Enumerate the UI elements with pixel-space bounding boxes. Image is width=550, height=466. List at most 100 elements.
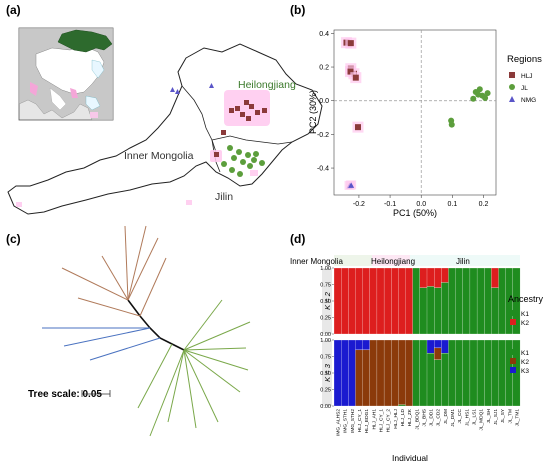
k3-bar-k1 — [498, 339, 506, 407]
individual-label: HLJ_HLJ — [393, 408, 399, 428]
k3-y-ticks: 1.00 0.75 0.50 0.25 0.00 — [320, 338, 334, 410]
k2-bar-k2 — [333, 267, 342, 335]
pca-legend-title: Regions — [507, 54, 542, 65]
admixture-y-tick-label: 0.00 — [320, 332, 331, 338]
k2-bar-k1 — [498, 267, 506, 335]
tree-clade-hlj — [61, 225, 167, 317]
k3-bar-k2 — [376, 339, 385, 407]
individual-label: HLJ_CY_1 — [357, 409, 363, 433]
pca-point-jl — [484, 90, 491, 97]
northeast-china-outline — [7, 43, 323, 215]
admixture-y-tick-label: 0.50 — [320, 299, 331, 305]
group-label-inner-mongolia: Inner Mongolia — [290, 257, 343, 266]
sampling-highlights — [16, 90, 270, 207]
pca-points — [340, 37, 491, 190]
individual-label: HLJ_AH1 — [371, 409, 377, 430]
tree-clade-nmg — [42, 327, 161, 361]
pca-y-tick-label: 0.0 — [319, 98, 329, 105]
individual-label: JL_BHS — [421, 409, 427, 427]
k3-bar-k3 — [362, 339, 370, 351]
k3-bar-k3 — [426, 339, 435, 354]
group-bar-heilongjiang — [372, 255, 410, 266]
k2-bar-k2 — [362, 267, 370, 335]
tree-scale-bar — [81, 390, 111, 397]
admixture-y-tick-label: 0.75 — [320, 283, 331, 289]
individual-label: HLJ_LD — [400, 408, 406, 426]
nmg-sample-markers — [170, 83, 214, 94]
pca-axis-ticks: -0.2 -0.1 0.0 0.1 0.2 0.4 0.2 0.0 -0.2 -0.4 — [317, 31, 489, 208]
k3-bar-k2 — [369, 339, 378, 407]
group-bar-inner-mongolia — [334, 255, 372, 266]
k3-legend-label-k1: K1 — [521, 350, 529, 357]
pca-y-tick-label: -0.2 — [317, 132, 329, 139]
legend-marker-hlj — [509, 72, 515, 78]
k3-bar-k1 — [398, 404, 406, 407]
k2-bar-k1 — [484, 267, 492, 335]
panel-d-admixture: (d) Inner Mongolia Heilongjiang Jilin K … — [290, 232, 544, 463]
admixture-y-tick-label: 1.00 — [320, 338, 331, 344]
k2-bar-k2 — [391, 267, 399, 335]
k2-bar-k1 — [491, 287, 499, 335]
individual-label: JL_CC — [457, 408, 463, 423]
label-heilongjiang: Heilongjiang — [238, 79, 296, 91]
label-inner-mongolia: Inner Mongolia — [124, 150, 194, 162]
k2-y-ticks: 1.00 0.75 0.50 0.25 0.00 — [320, 266, 334, 338]
individual-label: JL_HS1 — [464, 409, 470, 426]
tree-clade-jl — [137, 299, 251, 437]
k3-legend-swatch-k2 — [510, 358, 516, 364]
jl-sample-markers — [221, 145, 265, 177]
k2-bar-k1 — [469, 267, 478, 335]
individual-label: JL_DM — [443, 409, 449, 424]
k3-bar-k1 — [469, 339, 478, 407]
admixture-y-tick-label: 0.25 — [320, 388, 331, 394]
pca-x-tick-label: -0.2 — [353, 201, 365, 208]
admixture-y-tick-label: 0.50 — [320, 371, 331, 377]
panel-b-label: (b) — [290, 3, 305, 17]
individual-label: JL_LS1 — [472, 409, 478, 426]
k2-legend-swatch-k1 — [510, 310, 516, 316]
panel-a-map: (a) — [6, 3, 323, 215]
admixture-y-tick-label: 0.75 — [320, 355, 331, 361]
legend-marker-jl — [509, 84, 515, 90]
k2-legend-label-k2: K2 — [521, 320, 529, 327]
admixture-y-tick-label: 0.25 — [320, 316, 331, 322]
group-label-jilin: Jilin — [456, 257, 470, 266]
group-label-heilongjiang: Heilongjiang — [371, 257, 415, 266]
k2-bar-k1 — [455, 267, 463, 335]
k3-bar-k2 — [398, 339, 406, 405]
k2-bar-k2 — [441, 267, 449, 283]
pca-point-jl — [482, 95, 489, 102]
pca-point-hlj — [347, 40, 354, 47]
pca-y-tick-label: 0.4 — [319, 31, 329, 38]
k3-bar-k1 — [476, 339, 485, 407]
k2-bar-k1 — [448, 267, 456, 335]
k3-bar-k3 — [441, 339, 449, 354]
k2-bar-k1 — [419, 287, 428, 335]
k2-bar-k2 — [398, 267, 406, 335]
inset-map — [18, 27, 114, 121]
k2-bar-k2 — [383, 267, 392, 335]
pca-point-hlj — [354, 124, 361, 131]
k2-bar-k1 — [434, 287, 442, 335]
individual-label: JL_CD2 — [436, 409, 442, 427]
k3-legend-swatch-k3 — [510, 367, 516, 373]
k3-bar-k3 — [333, 339, 342, 407]
k3-bar-k1 — [441, 353, 449, 407]
k2-bar-k2 — [341, 267, 349, 335]
k2-bar-k1 — [426, 286, 435, 335]
individual-label: JL_SH — [486, 408, 492, 423]
pca-y-axis-title: PC2 (30%) — [308, 90, 318, 134]
pca-plot-area — [333, 29, 497, 196]
k2-bar-k1 — [462, 267, 471, 335]
k2-stacked-bars — [333, 267, 521, 335]
k3-bar-k1 — [434, 359, 442, 407]
ancestry-legend-title: Ancestry — [508, 294, 544, 304]
individual-label: JL_SY — [500, 408, 506, 423]
k2-bar-k2 — [369, 267, 378, 335]
k2-bar-k2 — [348, 267, 356, 335]
individual-label: HLJ_EDG1 — [364, 409, 370, 434]
k3-label: K = 3 — [323, 363, 332, 382]
k2-bar-k2 — [376, 267, 385, 335]
pca-x-tick-label: -0.1 — [384, 201, 396, 208]
boundary-heilongjiang-jilin — [211, 135, 293, 145]
